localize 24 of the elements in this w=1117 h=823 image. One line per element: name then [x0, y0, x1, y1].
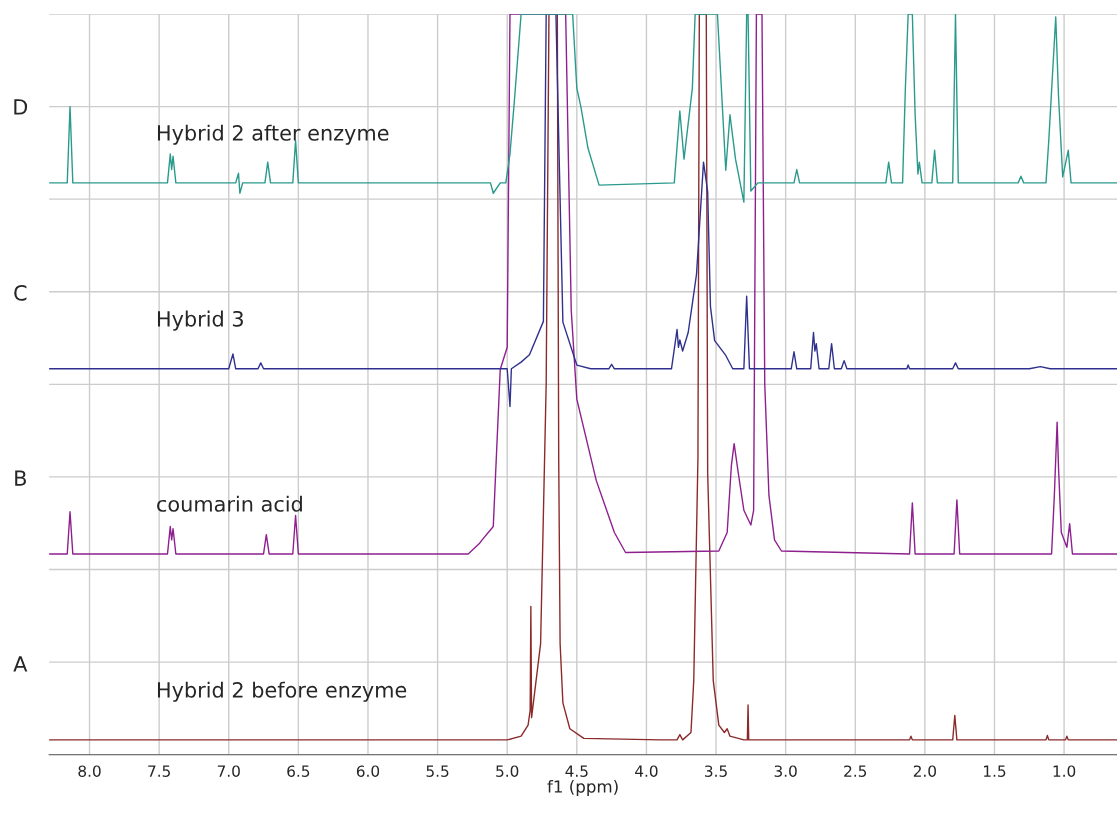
x-tick-label: 5.0 — [496, 765, 519, 777]
x-tick-label: 4.0 — [635, 765, 658, 777]
series-label: Hybrid 2 after enzyme — [157, 124, 389, 145]
text: C — [14, 285, 27, 301]
x-tick-label: 1.5 — [984, 765, 1006, 777]
x-tick-label: 6.0 — [356, 765, 380, 777]
x-tick-label: 4.5 — [565, 765, 588, 777]
x-axis-title: f1 (ppm) — [547, 779, 618, 797]
x-tick-label: 8.0 — [78, 765, 101, 777]
x-tick-label: 5.5 — [426, 765, 449, 777]
x-tick-label: 2.0 — [913, 765, 936, 777]
series-label: Hybrid 2 before enzyme — [157, 681, 407, 702]
x-tick-label: 7.5 — [148, 765, 170, 777]
series-label: Hybrid 3 — [157, 310, 243, 331]
text: B — [15, 470, 26, 486]
x-tick-label: 1.0 — [1053, 765, 1076, 777]
x-tick-label: 7.0 — [217, 765, 240, 777]
x-tick-label: 3.0 — [774, 765, 797, 777]
series-label: coumarin acid — [157, 495, 302, 512]
x-tick-label: 6.5 — [287, 765, 310, 777]
text: A — [13, 656, 28, 672]
x-tick-label: 2.5 — [844, 765, 867, 777]
text: D — [14, 99, 28, 115]
x-tick-label: 3.5 — [705, 765, 727, 777]
